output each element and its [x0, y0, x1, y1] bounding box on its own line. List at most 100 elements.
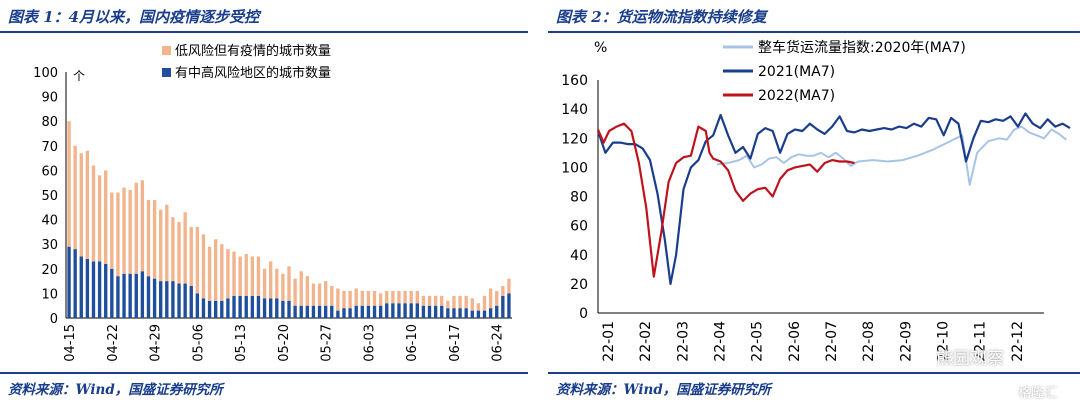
bar-low-risk [446, 300, 450, 309]
bar-low-risk [250, 256, 255, 296]
bar-high-risk [378, 305, 383, 318]
bar-low-risk [220, 244, 224, 301]
bar-low-risk [293, 278, 297, 306]
bar-high-risk [177, 283, 181, 318]
bar-low-risk [262, 268, 267, 299]
legend-swatch-low [162, 46, 171, 55]
bar-low-risk [183, 212, 187, 284]
x-tick-label: 05-27 [320, 324, 335, 362]
bar-high-risk [85, 258, 90, 318]
bar-high-risk [421, 305, 426, 318]
watermark-logo: 熊园观察 [936, 349, 1004, 369]
bar-low-risk [336, 288, 340, 311]
y-tick-label: 0 [579, 306, 588, 322]
y-axis-unit: % [594, 40, 607, 56]
y-tick-label: 20 [41, 263, 58, 278]
bar-high-risk [275, 298, 279, 318]
x-tick-label: 22-08 [861, 321, 877, 362]
bar-low-risk [360, 290, 364, 306]
bar-high-risk [336, 310, 340, 318]
x-tick-label: 22-09 [898, 321, 914, 362]
bar-low-risk [342, 290, 346, 309]
bar-high-risk [238, 295, 242, 318]
bar-high-risk [256, 295, 261, 318]
bar-low-risk [470, 298, 474, 311]
y-tick-label: 140 [561, 102, 588, 118]
x-tick-label: 22-10 [936, 321, 952, 362]
x-tick-label: 22-05 [750, 321, 766, 362]
bar-high-risk [507, 293, 511, 318]
x-tick-label: 22-07 [824, 321, 840, 362]
x-tick-label: 22-04 [713, 321, 729, 362]
series-line [716, 125, 1067, 186]
bar-low-risk [195, 226, 200, 294]
bar-high-risk [323, 305, 328, 318]
bar-high-risk [311, 305, 316, 318]
bar-high-risk [159, 281, 163, 318]
x-tick-label: 22-11 [973, 321, 989, 362]
bar-high-risk [391, 303, 395, 318]
bar-high-risk [91, 261, 96, 318]
x-tick-label: 22-01 [601, 321, 617, 362]
x-tick-label: 06-03 [362, 324, 377, 362]
bar-high-risk [440, 305, 444, 318]
y-axis-unit: 个 [73, 69, 85, 83]
x-tick-label: 04-15 [63, 324, 78, 362]
bar-low-risk [348, 290, 352, 309]
bar-high-risk [171, 281, 175, 318]
bar-high-risk [488, 308, 493, 318]
bar-low-risk [97, 175, 102, 262]
bar-low-risk [104, 170, 108, 264]
y-tick-label: 30 [41, 238, 58, 253]
bar-high-risk [122, 273, 126, 318]
bar-high-risk [226, 298, 230, 318]
bar-high-risk [201, 298, 206, 318]
bar-low-risk [232, 251, 236, 296]
bar-high-risk [348, 308, 352, 318]
bar-low-risk [464, 295, 468, 309]
bar-high-risk [464, 308, 468, 318]
bar-high-risk [482, 310, 487, 318]
bar-high-risk [317, 305, 322, 318]
bar-low-risk [482, 295, 487, 311]
bar-low-risk [128, 190, 132, 274]
bar-low-risk [281, 273, 285, 301]
bar-low-risk [495, 290, 499, 306]
bar-low-risk [91, 165, 96, 262]
bar-high-risk [372, 305, 377, 318]
bar-high-risk [97, 261, 102, 318]
bar-high-risk [403, 303, 407, 318]
bar-low-risk [159, 209, 163, 282]
bar-high-risk [360, 305, 364, 318]
watermark-logo: 格隆汇 [1018, 386, 1058, 401]
bar-high-risk [268, 298, 273, 318]
bar-low-risk [67, 121, 71, 247]
source-rule [0, 372, 528, 374]
bar-low-risk [238, 256, 242, 296]
bar-low-risk [85, 150, 90, 259]
bar-high-risk [262, 298, 267, 318]
bar-low-risk [323, 281, 328, 306]
bar-low-risk [385, 290, 389, 304]
bar-high-risk [452, 308, 456, 318]
bar-high-risk [165, 281, 169, 318]
bar-low-risk [116, 192, 120, 277]
bar-low-risk [427, 295, 432, 306]
bar-high-risk [366, 305, 371, 318]
source-rule [548, 372, 1080, 374]
y-tick-label: 20 [570, 277, 588, 293]
bar-low-risk [268, 261, 273, 299]
legend-label-low: 低风险但有疫情的城市数量 [175, 43, 331, 59]
x-tick-label: 22-03 [675, 321, 691, 362]
source-note-left: 资料来源：Wind，国盛证券研究所 [8, 382, 223, 398]
bar-high-risk [220, 300, 224, 318]
bar-low-risk [275, 268, 279, 299]
x-tick-label: 22-06 [787, 321, 803, 362]
y-tick-label: 160 [561, 73, 588, 89]
bar-low-risk [256, 256, 261, 296]
y-tick-label: 40 [570, 248, 588, 264]
bar-low-risk [421, 295, 426, 306]
bar-high-risk [152, 278, 157, 318]
bar-high-risk [287, 300, 291, 318]
bar-high-risk [140, 271, 145, 318]
